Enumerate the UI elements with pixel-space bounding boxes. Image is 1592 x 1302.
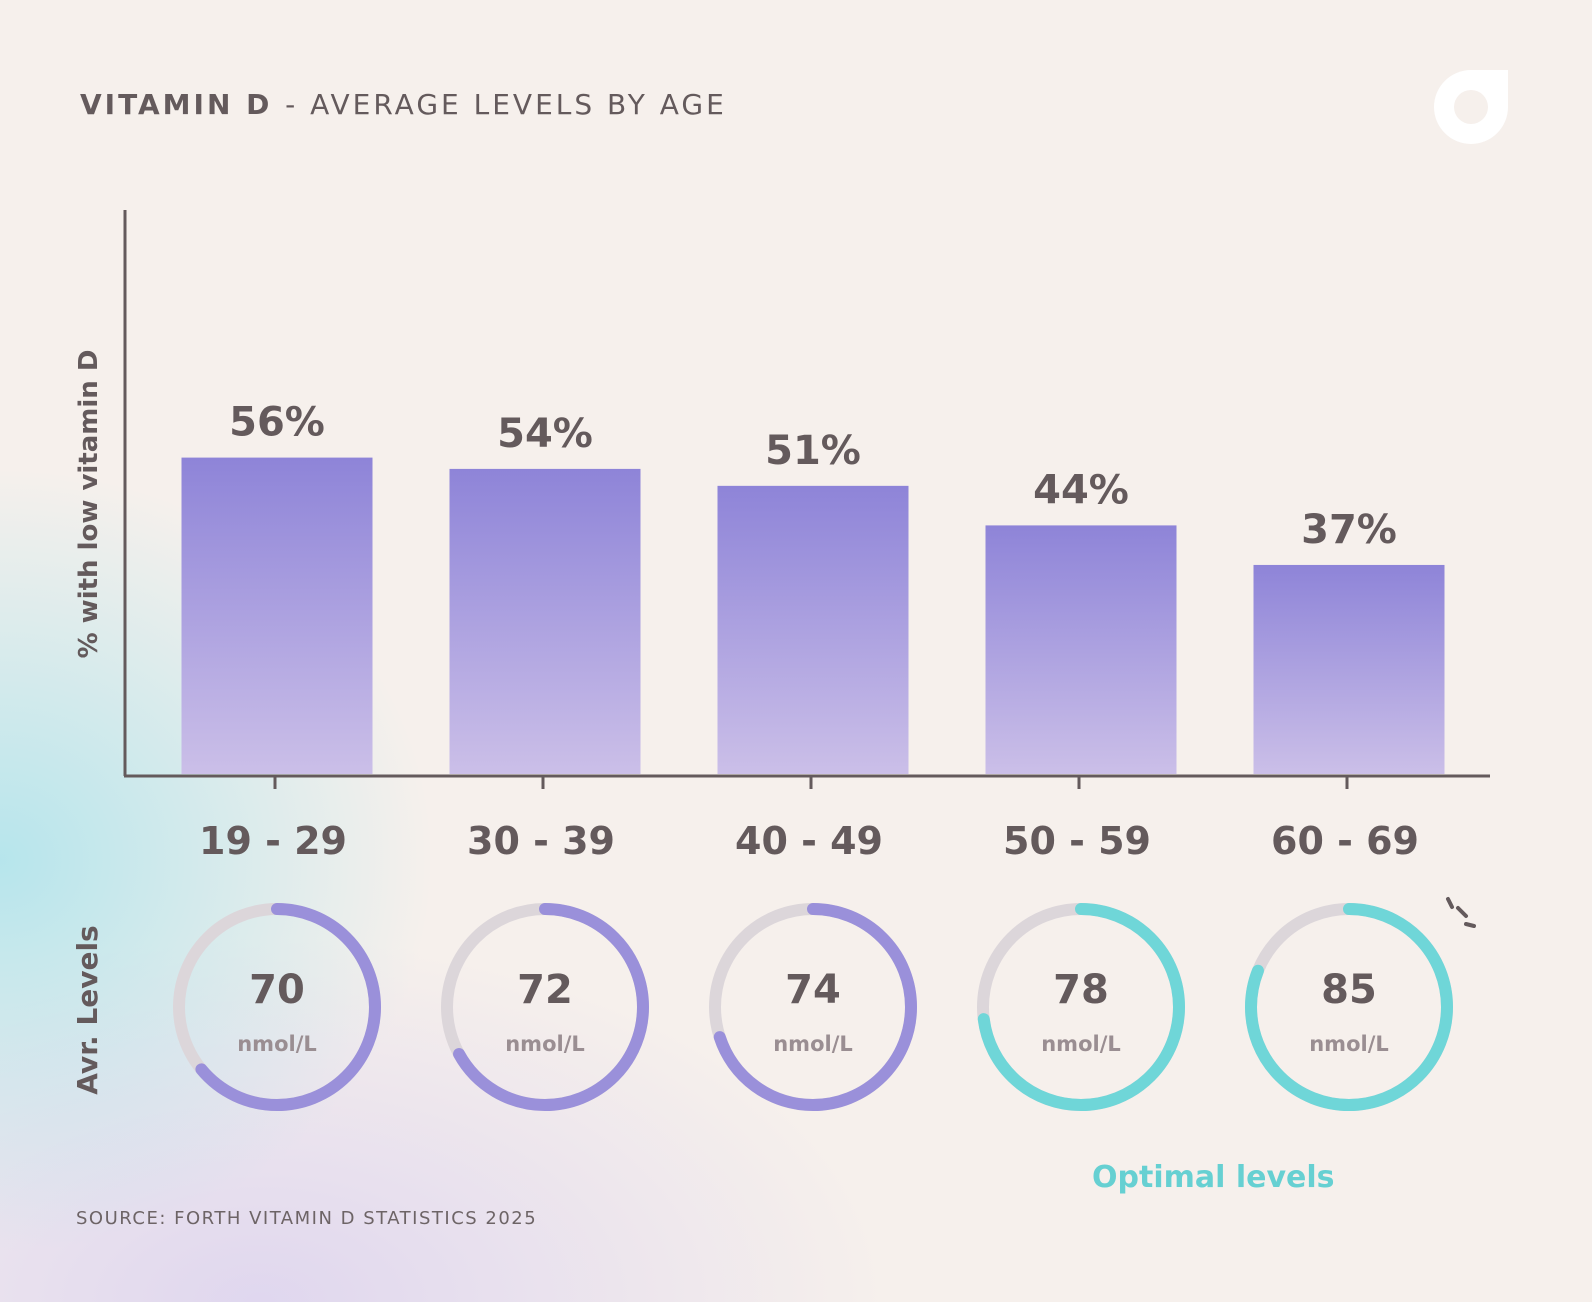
avg-level-gauge: 74 nmol/L <box>709 903 917 1111</box>
optimal-levels-label: Optimal levels <box>1092 1160 1335 1195</box>
x-tick-label: 19 - 29 <box>199 819 347 863</box>
y-axis-label: % with low vitamin D <box>74 350 104 659</box>
sparkle-icon <box>1446 897 1476 928</box>
x-tick-label: 30 - 39 <box>467 819 615 863</box>
x-tick-label: 50 - 59 <box>1003 819 1151 863</box>
gauge-unit: nmol/L <box>237 1032 317 1056</box>
x-tick-labels-group: 19 - 29 30 - 39 40 - 49 50 - 59 60 - 69 <box>199 819 1419 863</box>
avg-level-gauge: 78 nmol/L <box>977 903 1185 1111</box>
gauge-value: 72 <box>517 967 573 1013</box>
bar-value-label: 56% <box>229 400 325 446</box>
source-note: SOURCE: FORTH VITAMIN D STATISTICS 2025 <box>76 1208 538 1229</box>
gauge-unit: nmol/L <box>1309 1032 1389 1056</box>
bar-60-69 <box>1253 564 1445 774</box>
gauge-value: 85 <box>1321 967 1377 1013</box>
chart-title-bold: VITAMIN D <box>80 88 273 121</box>
avg-level-gauge: 85 nmol/L <box>1245 903 1453 1111</box>
bar-50-59 <box>985 525 1177 774</box>
bar-value-label: 51% <box>765 428 861 474</box>
gauge-value: 74 <box>785 967 841 1013</box>
gauge-value: 78 <box>1053 967 1109 1013</box>
avg-levels-label: Avr. Levels <box>71 925 104 1094</box>
bar-19-29 <box>181 457 373 774</box>
gauge-value: 70 <box>249 967 305 1013</box>
bar-value-label: 54% <box>497 411 593 457</box>
chart-title: VITAMIN D - AVERAGE LEVELS BY AGE <box>80 88 727 121</box>
gauge-unit: nmol/L <box>505 1032 585 1056</box>
bar-value-label: 44% <box>1033 467 1129 513</box>
gauge-unit: nmol/L <box>773 1032 853 1056</box>
gauges-group: 70 nmol/L 72 nmol/L 74 nmol/L 78 nmol/L 85 nmol/L <box>173 903 1453 1111</box>
x-tick-label: 60 - 69 <box>1271 819 1419 863</box>
brand-logo-icon <box>1434 70 1508 144</box>
gauge-fill <box>441 903 649 1111</box>
x-ticks-group <box>273 777 1349 789</box>
avg-level-gauge: 70 nmol/L <box>173 903 381 1111</box>
gauge-fill <box>1245 903 1453 1111</box>
chart-title-rest: - AVERAGE LEVELS BY AGE <box>285 88 727 121</box>
bar-30-39 <box>449 468 641 774</box>
gauge-fill <box>173 903 381 1111</box>
gauge-fill <box>977 903 1185 1111</box>
bar-labels-group: 56% 54% 51% 44% 37% <box>229 400 1397 553</box>
bar-40-49 <box>717 485 909 774</box>
bars-group <box>181 457 1445 774</box>
bar-value-label: 37% <box>1301 507 1397 553</box>
avg-level-gauge: 72 nmol/L <box>441 903 649 1111</box>
gauge-unit: nmol/L <box>1041 1032 1121 1056</box>
gauge-fill <box>709 903 917 1111</box>
x-tick-label: 40 - 49 <box>735 819 883 863</box>
